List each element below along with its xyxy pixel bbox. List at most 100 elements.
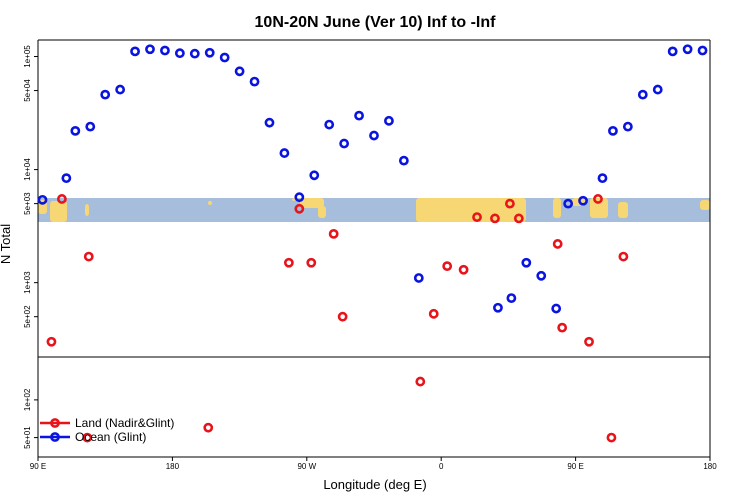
- ocean-point: [309, 170, 320, 181]
- land-point: [593, 194, 603, 204]
- ocean-point: [61, 173, 72, 184]
- ocean-point: [189, 48, 200, 59]
- map-landmass: [553, 198, 561, 218]
- y-axis-label: N Total: [0, 224, 13, 264]
- data-points: [37, 44, 708, 443]
- lower-y-ticks: 5e+01 1e+02: [23, 388, 38, 449]
- map-landmass: [618, 202, 628, 218]
- y-tick-label: 1e+03: [23, 271, 32, 294]
- land-point: [294, 203, 305, 214]
- ocean-point: [294, 192, 305, 203]
- ocean-point: [324, 119, 335, 130]
- ocean-point: [608, 125, 618, 136]
- ocean-point: [85, 121, 96, 132]
- x-tick-label: 0: [439, 462, 444, 471]
- ocean-point: [100, 89, 111, 100]
- map-landmass: [50, 201, 67, 222]
- ocean-point: [506, 293, 517, 304]
- legend-marker: [50, 418, 60, 428]
- land-point: [337, 311, 348, 322]
- land-point: [584, 336, 594, 347]
- ocean-point: [563, 198, 574, 209]
- land-point: [606, 432, 617, 443]
- ocean-point: [551, 303, 562, 314]
- x-axis-label: Longitude (deg E): [323, 477, 426, 492]
- y-tick-label: 1e+04: [23, 158, 32, 181]
- x-tick-label: 90 W: [297, 462, 316, 471]
- ocean-point: [384, 115, 394, 126]
- y-tick-label: 5e+04: [23, 79, 32, 102]
- y-tick-label: 5e+01: [23, 426, 32, 449]
- ocean-point: [652, 84, 663, 95]
- x-ticks: 90 E 180 90 W 0 90 E 180: [30, 457, 717, 471]
- ocean-point: [70, 125, 81, 136]
- land-point: [306, 257, 317, 268]
- ocean-point: [578, 195, 588, 206]
- x-tick-label: 90 E: [30, 462, 46, 471]
- ocean-point: [622, 121, 633, 132]
- map-landmass: [208, 201, 212, 205]
- legend: Land (Nadir&Glint) Ocean (Glint): [40, 416, 174, 444]
- ocean-point: [597, 173, 608, 184]
- ocean-point: [413, 273, 424, 283]
- land-point: [203, 422, 214, 433]
- ocean-point: [204, 47, 215, 58]
- ocean-point: [354, 110, 364, 121]
- ocean-point: [667, 46, 678, 57]
- land-point: [458, 264, 469, 275]
- land-point: [56, 194, 67, 204]
- land-point: [472, 212, 482, 222]
- ocean-point: [249, 76, 260, 87]
- y-tick-label: 5e+02: [23, 305, 32, 328]
- legend-marker: [50, 432, 60, 442]
- ocean-point: [174, 48, 185, 59]
- ocean-point: [145, 44, 155, 55]
- land-point: [428, 308, 439, 319]
- land-point: [552, 239, 563, 249]
- ocean-point: [219, 52, 230, 63]
- land-point: [442, 261, 453, 272]
- legend-entry-land: Land (Nadir&Glint): [40, 416, 174, 430]
- ocean-point: [339, 138, 350, 149]
- axes-frame: [37, 39, 711, 458]
- ocean-point: [398, 155, 409, 166]
- world-map-strip: [38, 198, 710, 222]
- ocean-point: [115, 84, 126, 95]
- map-ocean: [38, 198, 710, 222]
- ocean-point: [369, 130, 379, 141]
- land-point: [83, 251, 94, 262]
- land-point: [82, 432, 93, 443]
- map-landmass: [318, 206, 326, 218]
- ocean-point: [697, 45, 708, 56]
- chart-title: 10N-20N June (Ver 10) Inf to -Inf: [255, 14, 497, 31]
- upper-y-ticks: 5e+02 1e+03 5e+03 1e+04 5e+04 1e+05: [23, 45, 38, 328]
- land-point: [283, 257, 294, 268]
- x-tick-label: 90 E: [567, 462, 583, 471]
- ocean-point: [130, 46, 140, 57]
- x-tick-label: 180: [166, 462, 180, 471]
- map-landmass: [590, 198, 608, 218]
- legend-label: Ocean (Glint): [75, 430, 146, 444]
- ocean-point: [234, 66, 245, 77]
- legend-label: Land (Nadir&Glint): [75, 416, 174, 430]
- y-tick-label: 5e+03: [23, 192, 32, 215]
- land-point: [504, 198, 515, 209]
- map-landmass: [300, 198, 324, 208]
- land-point: [46, 336, 57, 347]
- legend-entry-ocean: Ocean (Glint): [40, 430, 146, 444]
- ocean-point: [493, 302, 503, 313]
- ocean-point: [37, 194, 48, 205]
- land-point: [415, 376, 426, 387]
- land-point: [490, 213, 500, 224]
- ocean-point: [682, 44, 693, 55]
- y-tick-label: 1e+02: [23, 388, 32, 411]
- land-point: [557, 322, 568, 333]
- ocean-point: [264, 117, 275, 128]
- x-tick-label: 180: [703, 462, 717, 471]
- map-landmass: [85, 204, 89, 216]
- ocean-point: [637, 89, 648, 100]
- map-landmass: [416, 198, 526, 222]
- ocean-point: [160, 45, 170, 56]
- land-point: [513, 213, 524, 224]
- land-point: [618, 251, 629, 262]
